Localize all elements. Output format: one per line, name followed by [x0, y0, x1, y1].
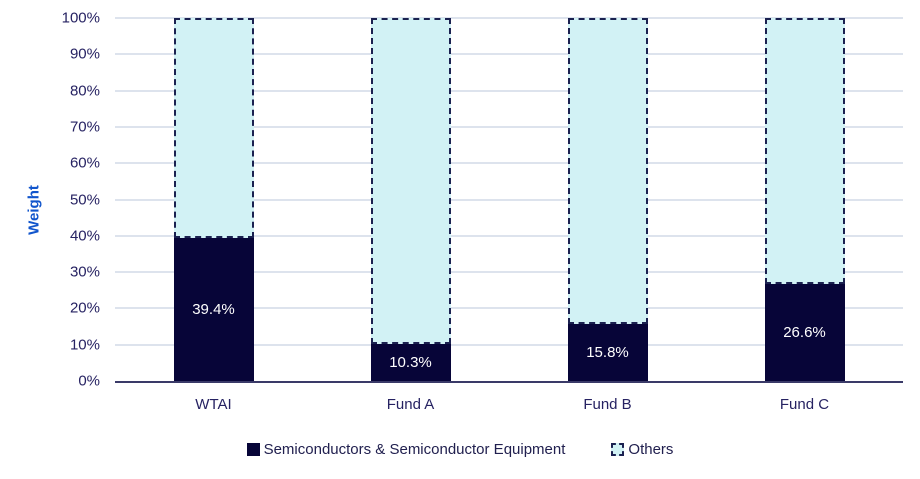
- bar-band-fund-c: 26.6%: [706, 18, 903, 381]
- bar-segment-others: [370, 18, 451, 344]
- x-axis-line: [115, 381, 903, 383]
- legend-swatch-others-icon: [611, 443, 625, 456]
- bars-container: 39.4% 10.3% 15.8% 26.6%: [115, 18, 903, 381]
- y-tick-label: 100%: [61, 9, 100, 27]
- gridline: [115, 89, 903, 92]
- bar-value-label: 15.8%: [586, 343, 629, 361]
- bar-band-wtai: 39.4%: [115, 18, 312, 381]
- y-tick-label: 80%: [69, 82, 100, 100]
- bar-segment-others: [764, 18, 845, 285]
- gridline: [115, 162, 903, 165]
- bar-segment-semiconductors: 26.6%: [764, 284, 845, 381]
- stacked-bar: 39.4%: [173, 18, 254, 381]
- y-tick-label: 60%: [69, 154, 100, 172]
- gridline: [115, 125, 903, 128]
- y-axis-tick-labels: 0% 10% 20% 30% 40% 50% 60% 70% 80% 90% 100%: [0, 10, 100, 390]
- bar-value-label: 39.4%: [192, 300, 235, 318]
- stacked-bar: 10.3%: [370, 18, 451, 381]
- gridline: [115, 234, 903, 237]
- bar-segment-others: [173, 18, 254, 238]
- bar-band-fund-b: 15.8%: [509, 18, 706, 381]
- gridline: [115, 53, 903, 56]
- gridline: [115, 17, 903, 19]
- legend-label-semiconductors: Semiconductors & Semiconductor Equipment: [263, 441, 566, 458]
- x-category-label: Fund A: [386, 396, 435, 413]
- legend-item-others: Others: [611, 441, 673, 458]
- bar-segment-semiconductors: 15.8%: [567, 323, 648, 381]
- y-tick-label: 10%: [69, 336, 100, 354]
- y-tick-label: 50%: [69, 191, 100, 208]
- x-category-label: Fund B: [583, 396, 632, 413]
- bar-band-fund-a: 10.3%: [312, 18, 509, 381]
- y-tick-label: 30%: [69, 263, 100, 281]
- gridline: [115, 343, 903, 346]
- gridline: [115, 271, 903, 274]
- bar-segment-others: [567, 18, 648, 324]
- stacked-bar: 26.6%: [764, 18, 845, 381]
- y-tick-label: 70%: [69, 118, 100, 136]
- bar-segment-semiconductors: 39.4%: [173, 237, 254, 381]
- bar-segment-semiconductors: 10.3%: [370, 343, 451, 381]
- y-tick-label: 20%: [69, 299, 100, 317]
- gridline: [115, 198, 903, 201]
- x-category-label: WTAI: [195, 396, 232, 413]
- legend-item-semiconductors: Semiconductors & Semiconductor Equipment: [246, 441, 566, 458]
- x-category-label: Fund C: [779, 396, 830, 413]
- x-axis-category-labels: WTAI Fund A Fund B Fund C: [115, 396, 903, 413]
- y-tick-label: 90%: [69, 45, 100, 63]
- y-tick-label: 0%: [78, 372, 100, 390]
- legend-label-others: Others: [628, 441, 674, 458]
- stacked-bar: 15.8%: [567, 18, 648, 381]
- y-tick-label: 40%: [69, 227, 100, 245]
- plot-area: 39.4% 10.3% 15.8% 26.6%: [115, 17, 903, 383]
- bar-value-label: 26.6%: [783, 324, 826, 342]
- bar-value-label: 10.3%: [389, 353, 432, 371]
- gridline: [115, 307, 903, 310]
- legend: Semiconductors & Semiconductor Equipment…: [0, 441, 920, 458]
- legend-swatch-semiconductors-icon: [246, 443, 260, 456]
